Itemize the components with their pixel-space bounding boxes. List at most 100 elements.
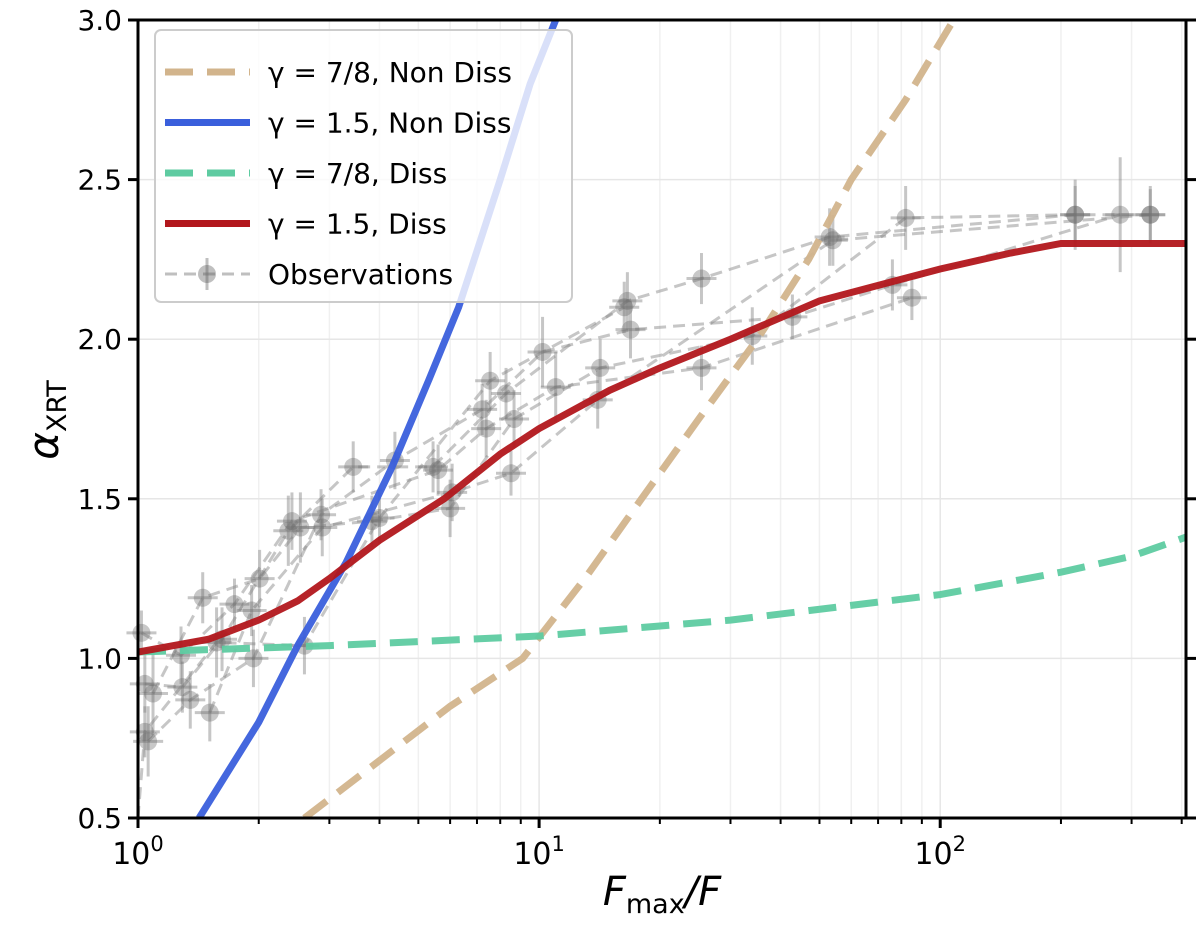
- observation-marker: [225, 595, 244, 614]
- observation-point: [540, 351, 571, 423]
- legend-label: γ = 7/8, Diss: [268, 157, 447, 190]
- observation-point: [219, 578, 250, 630]
- observation-point: [244, 549, 275, 608]
- legend-label: Observations: [268, 258, 453, 291]
- y-axis-label: αXRT: [19, 380, 73, 460]
- observation-point: [273, 495, 304, 566]
- legend-swatch-marker: [198, 265, 216, 283]
- observation-point: [276, 492, 307, 550]
- observation-point: [307, 498, 338, 557]
- observation-marker: [135, 722, 154, 741]
- observation-marker: [533, 342, 552, 361]
- observation-point: [138, 652, 169, 736]
- observation-marker: [282, 512, 301, 531]
- observation-marker: [279, 521, 298, 540]
- observation-point: [238, 629, 269, 688]
- observation-point: [129, 655, 160, 713]
- observation-marker: [692, 269, 711, 288]
- observation-point: [435, 479, 466, 538]
- observation-point: [129, 706, 160, 758]
- axes: 0.5 1.0 1.5 2.0 2.5 3.0 100 101 102: [77, 4, 1196, 872]
- observation-point: [615, 300, 646, 359]
- legend: γ = 7/8, Non Diss γ = 1.5, Non Diss γ = 7/…: [154, 29, 573, 303]
- observation-point: [175, 671, 206, 729]
- y-tick-label: 1.5: [77, 483, 122, 516]
- observation-marker: [181, 690, 200, 709]
- y-tick-label: 2.5: [77, 164, 122, 197]
- observation-marker: [621, 320, 640, 339]
- observation-marker: [250, 569, 269, 588]
- observation-connector: [147, 213, 1121, 743]
- observation-point: [499, 390, 530, 448]
- observation-point: [467, 383, 498, 435]
- observation-marker: [244, 649, 263, 668]
- x-tick-label: 101: [513, 832, 565, 872]
- observation-marker: [477, 419, 496, 438]
- observation-marker: [429, 461, 448, 480]
- observation-point: [817, 214, 848, 266]
- observation-point: [418, 441, 449, 493]
- observation-point: [236, 584, 267, 637]
- x-tick-label: 100: [112, 832, 164, 872]
- observation-marker: [615, 298, 634, 317]
- observation-point: [187, 572, 218, 624]
- observation-marker: [144, 684, 163, 703]
- observation-marker: [291, 518, 310, 537]
- observation-point: [285, 492, 316, 563]
- observation-marker: [823, 231, 842, 250]
- observation-marker: [1066, 205, 1085, 224]
- observation-marker: [1141, 205, 1160, 224]
- y-tick-label: 2.0: [77, 323, 122, 356]
- observation-connector: [208, 213, 1151, 714]
- observation-marker: [692, 358, 711, 377]
- observation-marker: [313, 518, 332, 537]
- observation-point: [1135, 185, 1166, 244]
- observation-marker: [902, 288, 921, 307]
- observation-marker: [481, 371, 500, 390]
- observation-point: [890, 185, 921, 250]
- observation-marker: [473, 400, 492, 419]
- observation-marker: [193, 588, 212, 607]
- observation-point: [585, 339, 616, 397]
- observation-point: [306, 489, 337, 541]
- observation-point: [423, 444, 454, 496]
- observation-marker: [139, 732, 158, 751]
- legend-label: γ = 1.5, Non Diss: [268, 107, 511, 140]
- observation-point: [495, 450, 526, 496]
- legend-label: γ = 1.5, Diss: [268, 208, 447, 241]
- observation-marker: [1141, 205, 1160, 224]
- observation-marker: [344, 457, 363, 476]
- observation-marker: [173, 678, 192, 697]
- observation-marker: [546, 378, 565, 397]
- observation-point: [896, 275, 927, 321]
- plot-frame: [136, 18, 1188, 820]
- observation-point: [471, 399, 502, 458]
- observation-marker: [820, 228, 839, 247]
- observation-point: [491, 367, 522, 419]
- observation-marker: [501, 464, 520, 483]
- legend-box: [154, 29, 573, 303]
- series-layer: [126, 20, 1186, 819]
- model-line: [302, 20, 957, 818]
- y-tick-label: 0.5: [77, 802, 122, 835]
- observation-point: [338, 441, 369, 493]
- observation-point: [527, 316, 558, 388]
- observation-marker: [242, 601, 261, 620]
- observation-connector: [140, 296, 913, 658]
- observation-marker: [312, 505, 331, 524]
- observation-point: [609, 281, 640, 333]
- observation-marker: [441, 499, 460, 518]
- legend-label: γ = 7/8, Non Diss: [268, 56, 512, 89]
- observation-marker: [497, 384, 516, 403]
- observation-point: [1060, 185, 1091, 244]
- observation-connector: [136, 305, 625, 819]
- y-tick-label: 1.0: [77, 642, 122, 675]
- x-axis-label: Fmax/F: [603, 869, 722, 920]
- model-line: [138, 533, 1186, 656]
- observation-marker: [896, 208, 915, 227]
- observation-marker: [505, 410, 524, 428]
- observation-point: [194, 683, 225, 742]
- observation-point: [1135, 189, 1166, 241]
